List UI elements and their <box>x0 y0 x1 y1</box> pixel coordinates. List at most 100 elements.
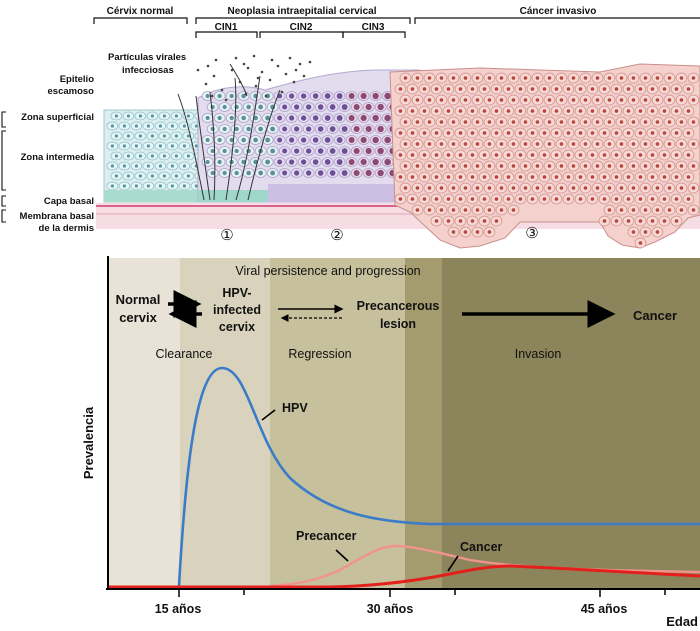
cell-nucleus <box>566 197 571 201</box>
label-membrane-1: Membrana basal <box>20 211 94 222</box>
cell-nucleus <box>434 175 439 179</box>
cell-nucleus <box>138 154 142 158</box>
state-normal-2: cervix <box>119 310 157 325</box>
cell-nucleus <box>475 230 480 234</box>
cell-nucleus <box>619 164 624 168</box>
normal-basal-layer <box>104 190 198 202</box>
cell-nucleus <box>487 76 492 80</box>
cell-nucleus <box>482 197 487 201</box>
cell-nucleus <box>487 120 492 124</box>
cell-nucleus <box>571 164 576 168</box>
cell-nucleus <box>686 131 691 135</box>
cell-nucleus <box>422 109 427 113</box>
cell-nucleus <box>410 109 415 113</box>
cell-nucleus <box>463 98 468 102</box>
cell-nucleus <box>554 175 559 179</box>
cell-nucleus <box>595 142 600 146</box>
cell-nucleus <box>451 230 456 234</box>
cell-nucleus <box>186 154 190 158</box>
cell-nucleus <box>277 137 283 143</box>
cell-nucleus <box>602 87 607 91</box>
cell-nucleus <box>494 131 499 135</box>
cell-nucleus <box>590 131 595 135</box>
cell-nucleus <box>162 134 166 138</box>
cell-nucleus <box>679 76 684 80</box>
cell-nucleus <box>583 120 588 124</box>
cell-nucleus <box>415 208 420 212</box>
cell-nucleus <box>643 164 648 168</box>
cell-nucleus <box>583 98 588 102</box>
cell-nucleus <box>446 131 451 135</box>
cell-nucleus <box>590 197 595 201</box>
cell-nucleus <box>353 103 360 111</box>
cell-nucleus <box>662 131 667 135</box>
cell-nucleus <box>559 98 564 102</box>
cell-nucleus <box>595 98 600 102</box>
cell-nucleus <box>305 104 312 110</box>
cell-nucleus <box>360 114 367 122</box>
cell-nucleus <box>365 169 372 177</box>
cell-nucleus <box>643 230 648 234</box>
cancer-cells <box>394 72 700 249</box>
cell-nucleus <box>341 104 348 110</box>
cell-nucleus <box>554 131 559 135</box>
x-tick-15: 15 años <box>155 602 202 616</box>
cell-nucleus <box>463 120 468 124</box>
cell-nucleus <box>631 164 636 168</box>
cell-nucleus <box>282 148 288 154</box>
cell-nucleus <box>377 147 384 155</box>
x-tick-45: 45 años <box>581 602 628 616</box>
cell-nucleus <box>110 164 114 168</box>
cin-cells <box>198 91 423 200</box>
cell-nucleus <box>494 219 499 223</box>
cell-nucleus <box>300 137 307 143</box>
cell-nucleus <box>499 208 504 212</box>
viral-particle <box>256 76 260 80</box>
cell-nucleus <box>571 142 576 146</box>
cell-nucleus <box>403 76 408 80</box>
layer-brackets <box>1 111 6 223</box>
stage-marker-1: ① <box>220 227 233 244</box>
cell-nucleus <box>475 142 480 146</box>
cell-nucleus <box>655 208 660 212</box>
cell-nucleus <box>384 158 391 166</box>
cell-nucleus <box>511 164 516 168</box>
cell-nucleus <box>451 98 456 102</box>
cell-nucleus <box>691 164 696 168</box>
cell-nucleus <box>643 142 648 146</box>
cell-nucleus <box>667 98 672 102</box>
viral-particle <box>214 58 218 62</box>
cell-nucleus <box>282 104 288 110</box>
cell-nucleus <box>559 120 564 124</box>
cell-nucleus <box>626 87 631 91</box>
cell-nucleus <box>348 136 355 144</box>
x-axis-label: Edad <box>666 614 698 629</box>
persistence-label: Viral persistence and progression <box>235 264 420 278</box>
cell-nucleus <box>655 186 660 190</box>
cell-nucleus <box>523 120 528 124</box>
cell-nucleus <box>674 109 679 113</box>
cell-nucleus <box>487 98 492 102</box>
cell-nucleus <box>607 164 612 168</box>
cell-nucleus <box>205 94 210 98</box>
cell-nucleus <box>170 124 174 128</box>
y-axis-label: Prevalencia <box>81 406 96 479</box>
cell-nucleus <box>210 149 215 153</box>
header-cin3: CIN3 <box>362 22 385 33</box>
cell-nucleus <box>638 197 643 201</box>
cell-nucleus <box>217 137 222 143</box>
cell-nucleus <box>270 170 276 176</box>
cell-nucleus <box>674 219 679 223</box>
cell-nucleus <box>434 219 439 223</box>
label-membrane-2: de la dermis <box>39 223 94 234</box>
cell-nucleus <box>614 131 619 135</box>
cell-nucleus <box>222 126 227 132</box>
cell-nucleus <box>482 109 487 113</box>
label-cancer: Cancer <box>460 540 503 554</box>
cell-nucleus <box>451 186 456 190</box>
cell-nucleus <box>427 98 432 102</box>
cell-nucleus <box>265 137 271 143</box>
cell-nucleus <box>384 114 391 122</box>
cell-nucleus <box>122 124 126 128</box>
cell-nucleus <box>506 153 511 157</box>
